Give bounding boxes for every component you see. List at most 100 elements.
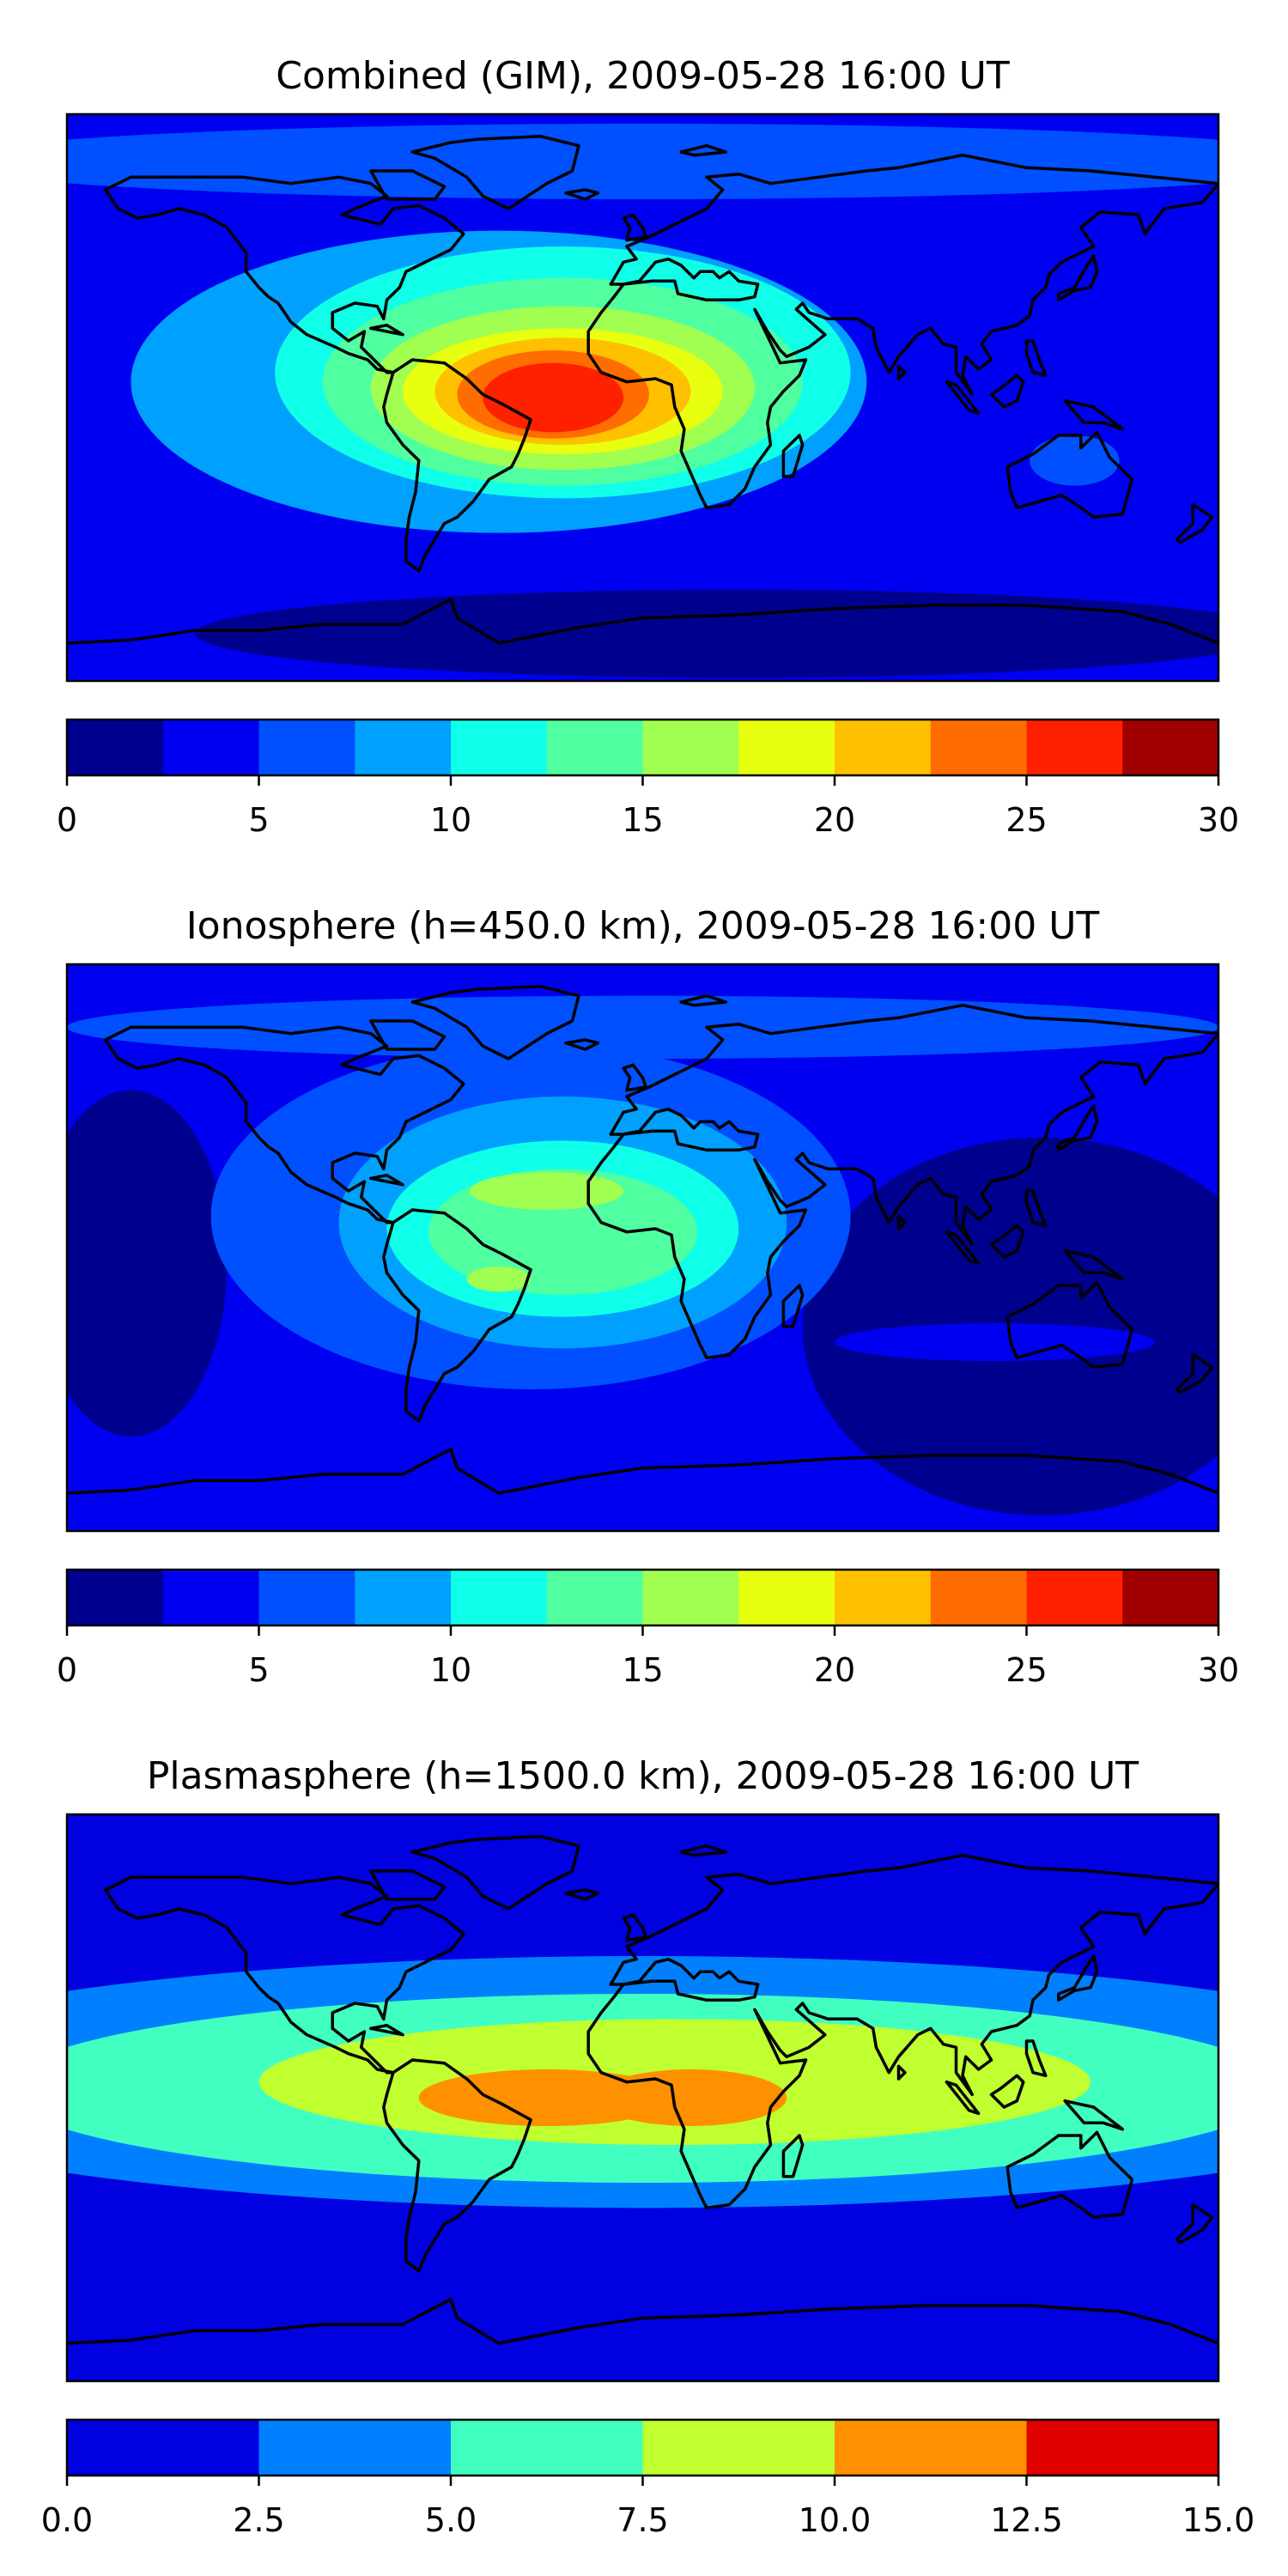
baffin-coast [369,169,447,201]
eurasia-africa-coast [586,1003,1218,1360]
colorbar-tick-label: 15 [622,801,663,839]
colorbar-segment-9 [930,1570,1028,1625]
colorbar-tick-label: 25 [1005,1651,1047,1689]
colorbar-tick-label: 5 [248,801,269,839]
cuba-coast [369,1173,404,1187]
colorbar-segment-2 [258,720,355,775]
new-guinea-coast [1063,2099,1125,2131]
colorbar-segment-7 [738,720,835,775]
new-zealand-coast [1175,1352,1214,1394]
colorbar-segment-9 [930,720,1028,775]
panel-title: Ionosphere (h=450.0 km), 2009-05-28 16:0… [186,904,1100,948]
iceland-coast [564,188,600,201]
colorbar-segment-6 [642,1570,739,1625]
colorbar-segment-8 [835,1570,932,1625]
japan-coast [1057,1954,1099,2002]
sri-lanka-coast [896,2064,907,2081]
australia-coast [1005,2130,1134,2220]
colorbar-segment-2 [258,1570,355,1625]
map-frame [65,1813,1220,2383]
new-zealand-coast [1175,2202,1214,2245]
colorbar-segment-4 [451,720,548,775]
colorbar-segment-10 [1026,1570,1123,1625]
north-america-coast [103,175,465,374]
colorbar-segment-5 [546,1570,644,1625]
colorbar-tick-label: 30 [1198,1651,1239,1689]
colorbar-tick-label: 25 [1005,801,1047,839]
colorbar-segment-7 [738,1570,835,1625]
contour-region-9 [1030,434,1120,486]
south-america-coast [382,1208,532,1423]
madagascar-coast [781,2134,805,2178]
new-guinea-coast [1063,1249,1125,1281]
iceland-coast [564,1038,600,1051]
colorbar-segment-3 [355,1570,452,1625]
svalbard-coast [679,1844,728,1857]
baffin-coast [369,1869,447,1901]
colorbar-tick-label: 20 [814,1651,855,1689]
colorbar-segment-1 [162,720,260,775]
map-plot-area [65,112,1220,683]
colorbar-tick-label: 20 [814,801,855,839]
sri-lanka-coast [896,364,907,380]
colorbar-segment-5 [1026,2420,1219,2476]
sumatra-coast [945,380,981,416]
svalbard-coast [679,143,728,157]
colorbar-segment-0 [67,2420,260,2476]
map-frame [65,963,1220,1533]
sri-lanka-coast [896,1214,907,1230]
greenland-coast [410,984,580,1060]
colorbar-tick-label: 0.0 [41,2501,93,2539]
japan-coast [1057,254,1099,302]
antarctica-coast [67,2297,1218,2345]
borneo-coast [989,1224,1025,1259]
colorbar-segment-0 [67,720,164,775]
svalbard-coast [679,993,728,1007]
panel-ionosphere: Ionosphere (h=450.0 km), 2009-05-28 16:0… [57,904,1239,1689]
madagascar-coast [781,434,805,478]
contour-region-8 [483,362,624,433]
baffin-coast [369,1019,447,1051]
eurasia-africa-coast [586,1853,1218,2210]
australia-coast [1005,430,1134,519]
colorbar [65,2418,1220,2477]
colorbar-tick-label: 2.5 [233,2501,284,2539]
philippines-coast [1024,339,1048,378]
borneo-coast [989,2074,1025,2109]
colorbar-segment-8 [835,720,932,775]
greenland-coast [410,134,580,210]
colorbar-tick-label: 15.0 [1182,2501,1255,2539]
british-isles-coast [622,1913,647,1942]
borneo-coast [989,374,1025,409]
british-isles-coast [622,1063,647,1092]
greenland-coast [410,1834,580,1911]
colorbar-tick-label: 0 [57,801,77,839]
contour-region-10 [195,589,1218,678]
south-america-coast [382,358,532,573]
colorbar [65,718,1220,777]
contour-region-7 [466,1267,532,1292]
cuba-coast [369,323,404,337]
colorbar-tick-label: 5 [248,1651,269,1689]
north-america-coast [103,1875,465,2075]
british-isles-coast [622,213,647,242]
colorbar-segment-0 [67,1570,164,1625]
cuba-coast [369,2023,404,2037]
colorbar-tick-label: 0 [57,1651,77,1689]
colorbar-segment-5 [546,720,644,775]
new-guinea-coast [1063,398,1125,431]
australia-coast [1005,1280,1134,1370]
colorbar-ticks: 0 5 10 15 20 25 30 [57,775,1239,839]
antarctica-coast [67,1447,1218,1495]
colorbar-tick-label: 10.0 [799,2501,872,2539]
panel-plasmasphere: Plasmasphere (h=1500.0 km), 2009-05-28 1… [41,1754,1255,2539]
colorbar-tick-label: 15 [622,1651,663,1689]
contour-region-6 [470,1172,624,1210]
colorbar-segment-3 [642,2420,835,2476]
colorbar-segment-4 [835,2420,1028,2476]
madagascar-coast [781,1284,805,1328]
colorbar-tick-label: 30 [1198,801,1239,839]
japan-coast [1057,1104,1099,1152]
panel-combined-gim: Combined (GIM), 2009-05-28 16:00 UT 0 5 10… [57,54,1239,839]
